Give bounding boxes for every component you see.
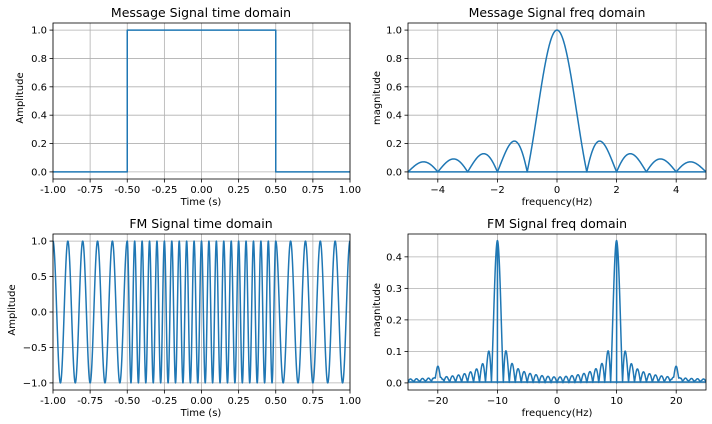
y-tick-label: 0.4 (31, 111, 47, 122)
x-tick-label: -1.00 (40, 185, 66, 196)
plot-title: FM Signal time domain (129, 216, 272, 231)
x-tick-label: -1.00 (40, 396, 66, 407)
plot-title: FM Signal freq domain (487, 216, 627, 231)
y-tick-label: 0.3 (386, 284, 402, 295)
x-tick-label: 0.00 (190, 396, 212, 407)
x-tick-label: -0.75 (77, 185, 103, 196)
x-axis-label: frequency(Hz) (522, 197, 593, 208)
y-tick-label: 0.2 (386, 315, 402, 326)
y-tick-label: 0.6 (386, 82, 402, 93)
x-tick-label: -0.75 (77, 396, 103, 407)
subplot-message-freq: Message Signal freq domain frequency(Hz)… (372, 5, 707, 208)
x-tick-label: 0.75 (302, 396, 324, 407)
x-tick-label: 0.50 (265, 396, 287, 407)
x-axis-label: frequency(Hz) (522, 408, 593, 419)
y-tick-label: 0.2 (386, 139, 402, 150)
subplot-message-time: Message Signal time domain Time (s) Ampl… (15, 5, 361, 208)
y-tick-label: 1.0 (31, 26, 47, 37)
axes-frame (52, 22, 351, 180)
y-tick-label: 0.5 (31, 272, 47, 283)
subplot-fm-time: FM Signal time domain Time (s) Amplitude… (7, 216, 361, 419)
y-tick-label: 0.4 (386, 111, 402, 122)
x-tick-label: -0.25 (151, 396, 177, 407)
x-tick-label: 0.75 (302, 185, 324, 196)
x-tick-label: 2 (613, 185, 619, 196)
y-tick-label: 0.8 (386, 54, 402, 65)
x-axis-label: Time (s) (180, 197, 222, 208)
axes-frame (407, 22, 707, 180)
x-tick-label: -0.50 (114, 396, 140, 407)
y-axis-label: magnitude (372, 283, 383, 337)
x-tick-label: 0.25 (227, 185, 249, 196)
y-tick-label: 0.6 (31, 82, 47, 93)
plot-title: Message Signal time domain (111, 5, 291, 20)
y-tick-label: −1.0 (23, 378, 47, 389)
x-tick-label: 0.00 (190, 185, 212, 196)
x-tick-label: −4 (430, 185, 445, 196)
fm-spectrum-line (408, 239, 706, 384)
x-tick-label: −2 (490, 185, 505, 196)
x-tick-label: 1.00 (339, 185, 361, 196)
x-tick-label: 0 (554, 396, 560, 407)
x-tick-label: 4 (673, 185, 679, 196)
y-tick-label: 0.1 (386, 347, 402, 358)
x-tick-label: 0.50 (265, 185, 287, 196)
x-tick-label: 1.00 (339, 396, 361, 407)
axes-frame (407, 233, 707, 391)
y-tick-label: 1.0 (31, 237, 47, 248)
y-axis-label: magnitude (372, 71, 383, 125)
y-axis-label: Amplitude (15, 72, 26, 123)
x-tick-label: 20 (670, 396, 683, 407)
y-tick-label: 0.0 (386, 167, 402, 178)
y-tick-label: 0.2 (31, 139, 47, 150)
y-tick-label: 0.0 (31, 308, 47, 319)
y-tick-label: −0.5 (23, 343, 47, 354)
x-axis-label: Time (s) (180, 408, 222, 419)
y-axis-label: Amplitude (7, 284, 18, 335)
subplot-fm-freq: FM Signal freq domain frequency(Hz) magn… (372, 216, 707, 419)
axes-frame (52, 233, 351, 391)
x-tick-label: −20 (427, 396, 448, 407)
x-tick-label: 0 (554, 185, 560, 196)
x-tick-label: −10 (487, 396, 508, 407)
fm-signal-line (53, 240, 350, 384)
x-tick-label: 0.25 (227, 396, 249, 407)
x-tick-label: -0.25 (151, 185, 177, 196)
y-tick-label: 0.4 (386, 252, 402, 263)
x-tick-label: 10 (610, 396, 623, 407)
message-pulse-line (53, 29, 350, 173)
x-tick-label: -0.50 (114, 185, 140, 196)
y-tick-label: 0.0 (31, 167, 47, 178)
y-tick-label: 0.8 (31, 54, 47, 65)
y-tick-label: 1.0 (386, 26, 402, 37)
plot-title: Message Signal freq domain (469, 5, 646, 20)
y-tick-label: 0.0 (386, 378, 402, 389)
message-spectrum-line (408, 29, 706, 173)
